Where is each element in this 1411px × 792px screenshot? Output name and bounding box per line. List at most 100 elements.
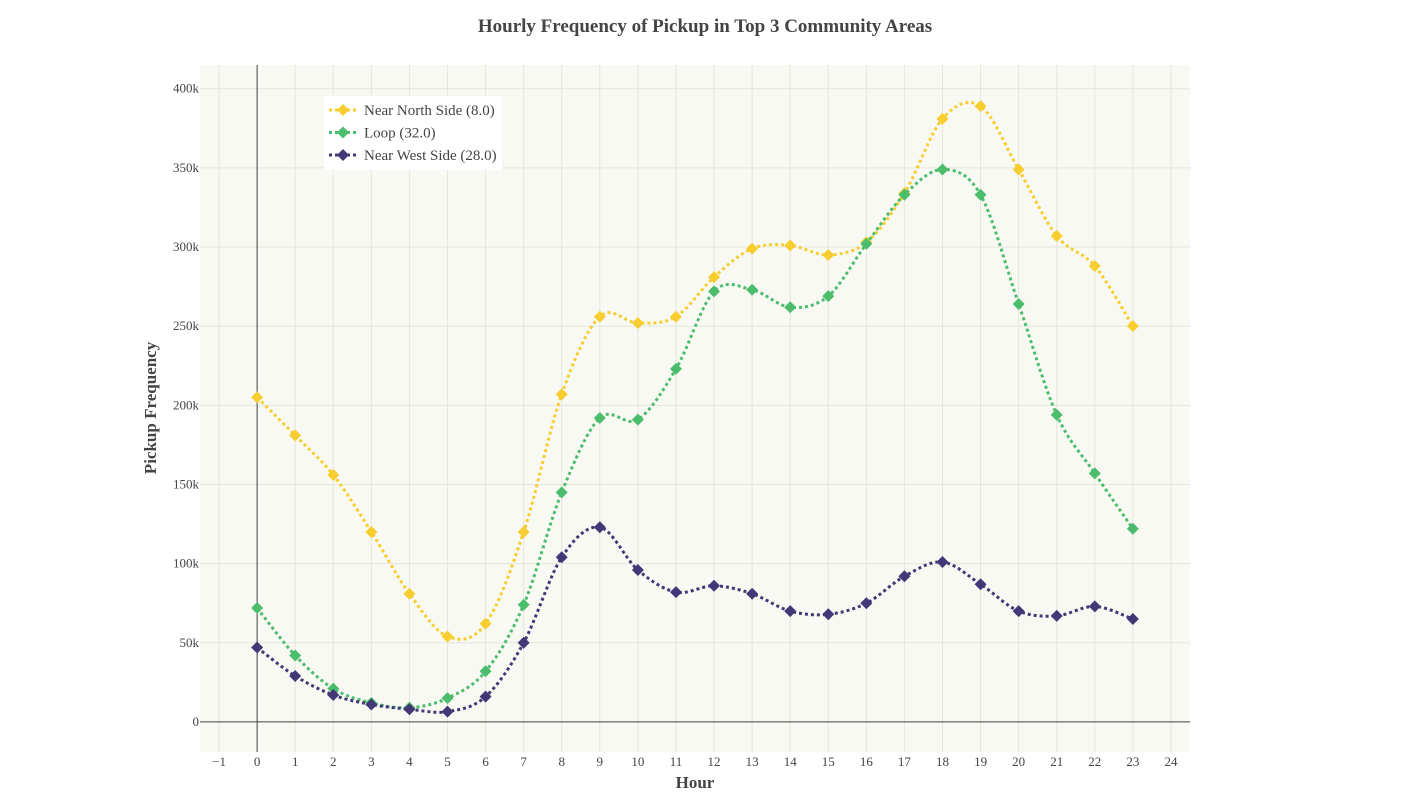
legend: Near North Side (8.0) Loop (32.0) Near Wes… <box>324 96 502 170</box>
data-point-marker[interactable] <box>822 608 835 621</box>
data-point-marker[interactable] <box>441 630 454 643</box>
x-tick-label: 0 <box>254 754 261 769</box>
data-point-marker[interactable] <box>631 317 644 330</box>
data-point-marker[interactable] <box>365 698 378 711</box>
data-point-marker[interactable] <box>479 665 492 678</box>
data-point-marker[interactable] <box>708 271 721 284</box>
data-point-marker[interactable] <box>251 641 264 654</box>
data-point-marker[interactable] <box>669 310 682 323</box>
data-point-marker[interactable] <box>517 525 530 538</box>
data-point-marker[interactable] <box>974 578 987 591</box>
data-point-marker[interactable] <box>784 301 797 314</box>
x-tick-label: 11 <box>670 754 683 769</box>
data-point-marker[interactable] <box>936 112 949 125</box>
data-point-marker[interactable] <box>289 670 302 683</box>
data-point-marker[interactable] <box>708 579 721 592</box>
data-point-marker[interactable] <box>517 598 530 611</box>
legend-marker <box>337 149 349 161</box>
data-point-marker[interactable] <box>441 692 454 705</box>
data-point-marker[interactable] <box>1012 298 1025 311</box>
data-point-marker[interactable] <box>1050 609 1063 622</box>
data-point-marker[interactable] <box>365 525 378 538</box>
data-point-marker[interactable] <box>251 601 264 614</box>
data-point-marker[interactable] <box>1126 613 1139 626</box>
data-point-marker[interactable] <box>936 556 949 569</box>
data-point-marker[interactable] <box>822 290 835 303</box>
data-point-marker[interactable] <box>479 690 492 703</box>
legend-label: Loop (32.0) <box>364 126 436 142</box>
data-point-marker[interactable] <box>1088 260 1101 273</box>
data-point-marker[interactable] <box>555 486 568 499</box>
data-point-marker[interactable] <box>784 239 797 252</box>
x-tick-label: 20 <box>1012 754 1025 769</box>
y-tick-label: 400k <box>173 81 200 96</box>
y-axis-title: Pickup Frequency <box>141 341 160 474</box>
data-point-marker[interactable] <box>517 636 530 649</box>
series-3 <box>251 521 1139 718</box>
data-point-marker[interactable] <box>631 413 644 426</box>
y-tick-label: 200k <box>173 397 200 412</box>
data-point-marker[interactable] <box>860 237 873 250</box>
data-point-marker[interactable] <box>555 551 568 564</box>
y-tick-label: 150k <box>173 476 200 491</box>
x-tick-label: 18 <box>936 754 949 769</box>
x-tick-label: −1 <box>212 754 226 769</box>
data-point-marker[interactable] <box>327 468 340 481</box>
x-tick-label: 23 <box>1126 754 1139 769</box>
data-point-marker[interactable] <box>669 586 682 599</box>
data-point-marker[interactable] <box>974 188 987 201</box>
legend-label: Near West Side (28.0) <box>364 148 497 164</box>
data-point-marker[interactable] <box>441 705 454 718</box>
data-point-marker[interactable] <box>327 682 340 695</box>
data-point-marker[interactable] <box>822 248 835 261</box>
series-layer <box>251 100 1139 718</box>
data-point-marker[interactable] <box>631 563 644 576</box>
data-point-marker[interactable] <box>936 163 949 176</box>
data-point-marker[interactable] <box>251 391 264 404</box>
data-point-marker[interactable] <box>784 605 797 618</box>
data-point-marker[interactable] <box>593 310 606 323</box>
legend-item[interactable]: Loop (32.0) <box>329 126 436 142</box>
data-point-marker[interactable] <box>708 285 721 298</box>
data-point-marker[interactable] <box>1126 522 1139 535</box>
y-tick-labels: 0 50k 100k 150k 200k 250k 300k 350k 400k <box>173 81 200 729</box>
data-point-marker[interactable] <box>974 100 987 113</box>
data-point-marker[interactable] <box>746 242 759 255</box>
data-point-marker[interactable] <box>593 411 606 424</box>
x-tick-label: 5 <box>444 754 451 769</box>
data-point-marker[interactable] <box>479 617 492 630</box>
data-point-marker[interactable] <box>289 429 302 442</box>
x-tick-label: 14 <box>784 754 798 769</box>
data-point-marker[interactable] <box>746 283 759 296</box>
data-point-marker[interactable] <box>860 597 873 610</box>
data-point-marker[interactable] <box>1050 408 1063 421</box>
data-point-marker[interactable] <box>898 188 911 201</box>
data-point-marker[interactable] <box>1088 467 1101 480</box>
data-point-marker[interactable] <box>403 703 416 716</box>
x-tick-label: 16 <box>860 754 874 769</box>
data-point-marker[interactable] <box>746 587 759 600</box>
legend-item[interactable]: Near West Side (28.0) <box>329 148 497 164</box>
data-point-marker[interactable] <box>1012 163 1025 176</box>
data-point-marker[interactable] <box>1126 320 1139 333</box>
data-point-marker[interactable] <box>1050 229 1063 242</box>
legend-marker <box>337 104 349 116</box>
data-point-marker[interactable] <box>327 689 340 702</box>
data-point-marker[interactable] <box>289 649 302 662</box>
data-point-marker[interactable] <box>898 570 911 583</box>
data-point-marker[interactable] <box>555 388 568 401</box>
data-point-marker[interactable] <box>1088 600 1101 613</box>
data-point-marker[interactable] <box>403 587 416 600</box>
data-point-marker[interactable] <box>669 362 682 375</box>
x-tick-label: 12 <box>708 754 721 769</box>
x-tick-label: 24 <box>1164 754 1178 769</box>
data-point-marker[interactable] <box>593 521 606 534</box>
x-tick-label: 13 <box>746 754 759 769</box>
x-tick-label: 22 <box>1088 754 1101 769</box>
grid-lines <box>200 65 1190 752</box>
x-tick-label: 4 <box>406 754 413 769</box>
legend-marker <box>337 126 349 139</box>
data-point-marker[interactable] <box>1012 605 1025 618</box>
legend-item[interactable]: Near North Side (8.0) <box>329 103 495 119</box>
